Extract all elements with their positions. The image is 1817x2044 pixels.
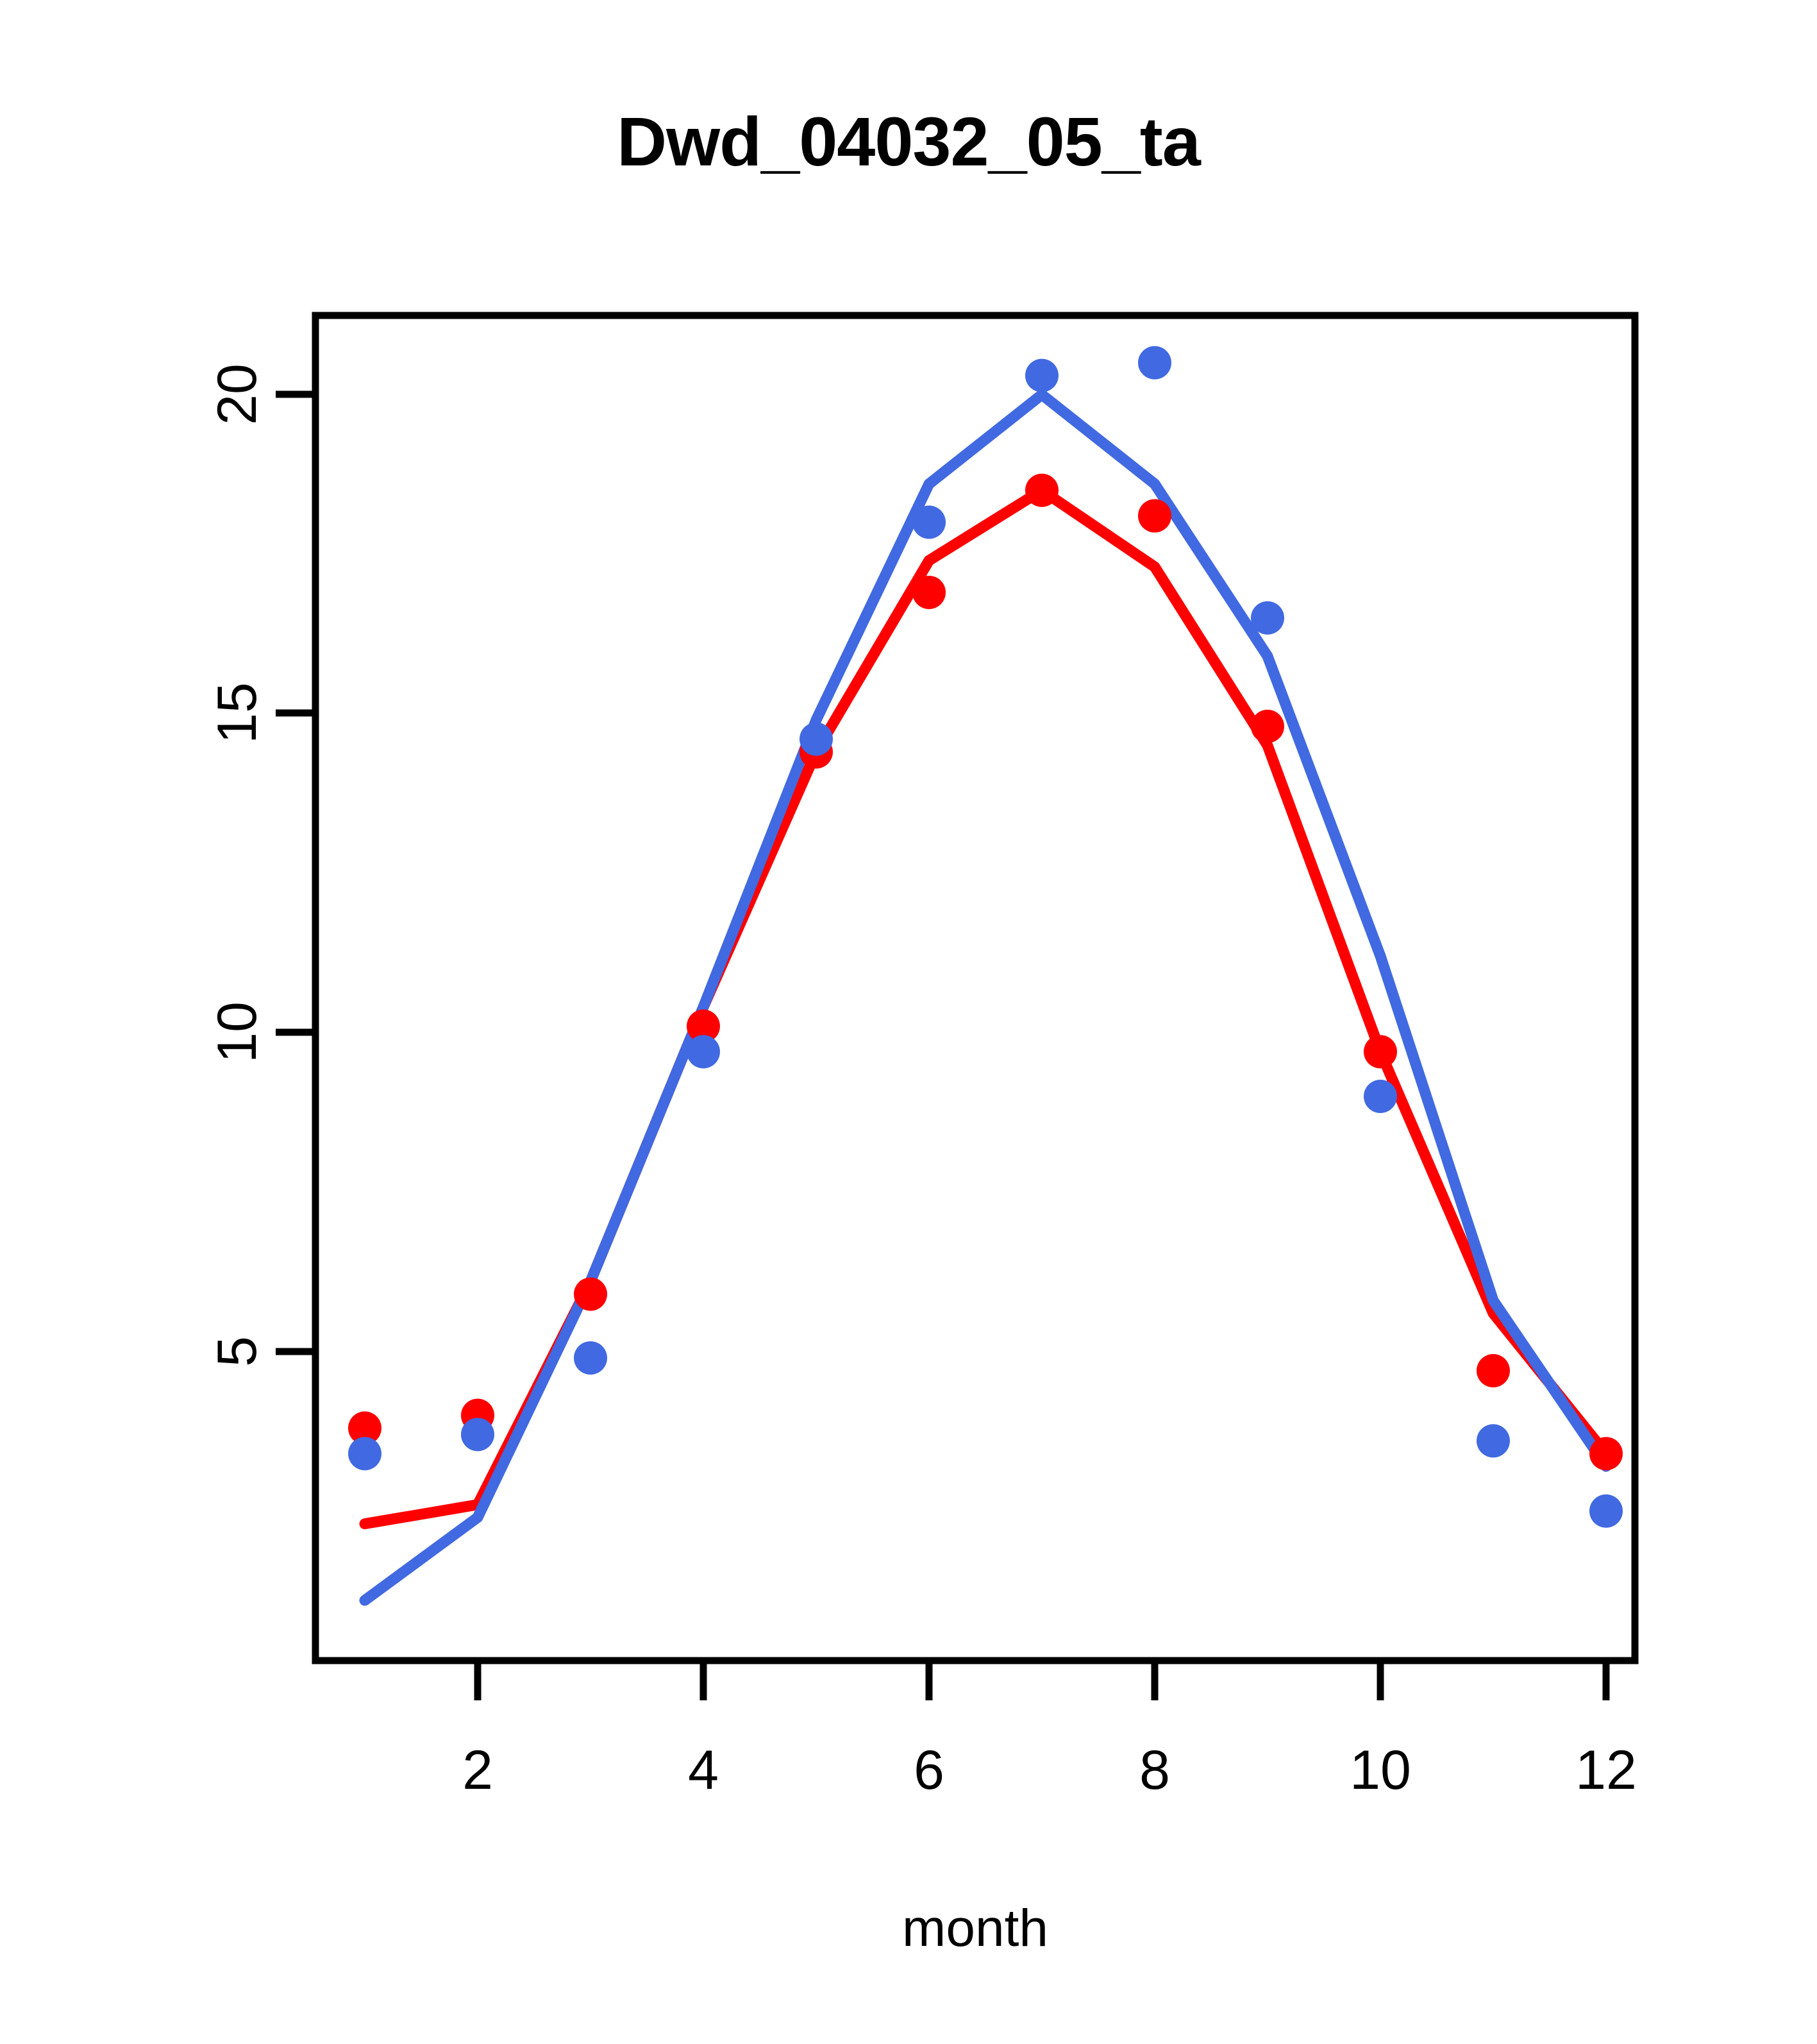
x-axis-tick-labels: 2 4 6 8 10 12 [462, 1739, 1637, 1801]
y-tick-label-15: 15 [206, 682, 268, 744]
y-tick-label-5: 5 [206, 1336, 268, 1367]
plot-frame [312, 312, 1639, 1664]
data-point [1477, 1353, 1510, 1387]
data-point [1364, 1035, 1397, 1069]
data-point [574, 1341, 607, 1375]
x-tick-label-2: 2 [462, 1739, 493, 1801]
data-point [1477, 1424, 1510, 1458]
data-point [687, 1009, 720, 1043]
data-point [348, 1411, 381, 1445]
data-point [912, 575, 946, 609]
data-point [1025, 473, 1059, 507]
y-tick-label-20: 20 [206, 364, 268, 425]
x-tick-label-4: 4 [688, 1739, 719, 1801]
x-tick-label-12: 12 [1575, 1739, 1637, 1801]
x-tick-label-8: 8 [1139, 1739, 1170, 1801]
data-point [1364, 1080, 1397, 1113]
data-point [1589, 1437, 1623, 1471]
data-point [1138, 346, 1171, 380]
x-tick-label-10: 10 [1350, 1739, 1411, 1801]
data-point [1251, 709, 1284, 743]
y-axis-ticks [276, 390, 315, 1355]
data-point [912, 505, 946, 539]
series-points-red-points [348, 473, 1623, 1471]
x-axis-label: month [902, 1899, 1048, 1957]
series-points-blue-points [348, 346, 1623, 1528]
data-point [1251, 601, 1284, 635]
data-point [348, 1437, 381, 1471]
y-tick-label-10: 10 [206, 1001, 268, 1063]
data-point [461, 1418, 494, 1452]
data-point [687, 1035, 720, 1069]
series-line-blue-line [359, 389, 1612, 1606]
data-point [800, 722, 833, 756]
x-tick-label-6: 6 [914, 1739, 944, 1801]
data-point [1138, 499, 1171, 533]
data-point [1589, 1494, 1623, 1528]
x-axis-ticks [474, 1661, 1610, 1700]
page-title: Dwd_04032_05_ta [617, 103, 1201, 180]
data-point [574, 1277, 607, 1311]
y-axis-tick-labels: 20 15 10 5 [206, 364, 268, 1367]
data-point [1025, 358, 1059, 392]
data-series-layer [348, 346, 1623, 1606]
